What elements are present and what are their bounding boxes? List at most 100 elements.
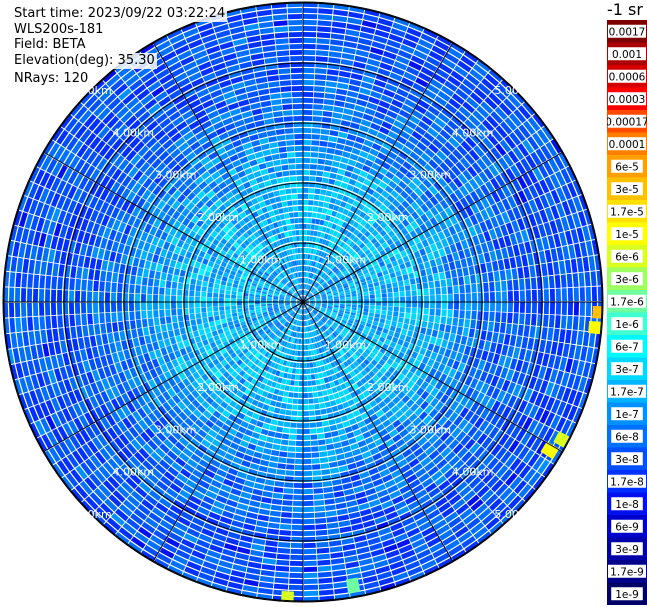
range-gate [349, 226, 356, 233]
range-gate [464, 319, 471, 328]
range-gate [311, 458, 320, 464]
range-gate [363, 14, 379, 23]
range-gate [143, 545, 159, 557]
range-gate [393, 332, 400, 339]
range-gate [267, 338, 272, 344]
range-gate [380, 448, 390, 457]
range-gate [318, 583, 334, 590]
range-gate [342, 317, 348, 322]
range-gate [418, 472, 430, 483]
range-gate [166, 509, 180, 521]
range-gate [392, 369, 401, 378]
range-gate [250, 494, 262, 502]
range-gate [504, 135, 517, 149]
range-gate [293, 386, 299, 392]
range-gate [314, 268, 318, 274]
range-gate [329, 272, 335, 277]
range-gate [324, 432, 332, 439]
range-gate [408, 413, 418, 422]
range-gate [418, 120, 430, 131]
range-gate [410, 284, 417, 291]
range-gate [489, 281, 495, 292]
range-gate [367, 386, 375, 394]
range-gate [509, 358, 518, 370]
range-gate [376, 245, 384, 253]
range-gate [318, 320, 324, 326]
range-gate [359, 170, 368, 178]
range-gate [159, 279, 166, 288]
range-gate [308, 279, 312, 285]
range-gate [336, 246, 342, 253]
range-gate [315, 296, 321, 299]
range-gate [258, 434, 267, 442]
range-gate [220, 314, 226, 320]
range-gate [330, 39, 344, 46]
range-gate [316, 276, 321, 282]
range-gate [345, 264, 352, 270]
range-gate [543, 302, 549, 315]
range-gate [323, 105, 334, 112]
range-gate [332, 289, 338, 293]
range-gate [207, 549, 221, 559]
range-gate [344, 555, 358, 563]
range-gate [331, 258, 337, 264]
range-gate [491, 479, 504, 493]
range-gate [368, 168, 378, 176]
range-gate [313, 482, 323, 488]
range-gate [504, 454, 517, 468]
range-gate [9, 302, 15, 318]
range-gate [304, 300, 309, 302]
range-gate [340, 396, 347, 403]
range-gate [251, 432, 260, 439]
range-gate [439, 323, 446, 332]
range-gate [175, 335, 182, 343]
range-gate [368, 378, 376, 386]
range-gate [482, 453, 495, 466]
range-gate [227, 391, 236, 400]
range-gate [194, 448, 205, 458]
range-gate [308, 306, 313, 310]
range-gate [538, 224, 547, 238]
range-gate [553, 233, 562, 248]
range-gate [299, 375, 303, 380]
range-gate [318, 341, 323, 347]
range-gate [413, 162, 423, 172]
range-gate [303, 381, 308, 386]
range-gate [305, 284, 307, 290]
range-gate [395, 344, 402, 351]
range-gate [345, 294, 351, 298]
range-gate [415, 217, 424, 226]
range-gate [382, 433, 392, 442]
range-gate [478, 450, 490, 462]
range-gate [315, 297, 321, 300]
range-gate [257, 368, 264, 375]
range-gate [334, 587, 349, 595]
range-gate [430, 397, 439, 408]
range-gate [463, 364, 471, 375]
range-gate [303, 429, 310, 434]
range-gate [354, 105, 366, 113]
range-gate [522, 173, 533, 187]
range-gate [330, 243, 336, 249]
range-gate [154, 349, 162, 358]
range-gate [549, 288, 555, 302]
range-gate [389, 272, 396, 279]
range-gate [356, 365, 364, 372]
range-gate [469, 459, 482, 472]
range-gate [304, 300, 309, 302]
range-gate [427, 419, 437, 429]
range-gate [382, 474, 393, 483]
range-gate [359, 242, 366, 249]
range-gate [398, 109, 411, 119]
range-gate [147, 472, 159, 484]
range-gate [370, 122, 381, 131]
range-gate [212, 410, 222, 419]
range-gate [316, 547, 330, 554]
range-gate [314, 323, 318, 329]
range-gate [180, 468, 192, 479]
range-gate [282, 334, 287, 340]
range-gate [300, 339, 303, 344]
range-gate [305, 339, 308, 344]
range-gate [495, 483, 509, 497]
range-gate [561, 184, 572, 200]
